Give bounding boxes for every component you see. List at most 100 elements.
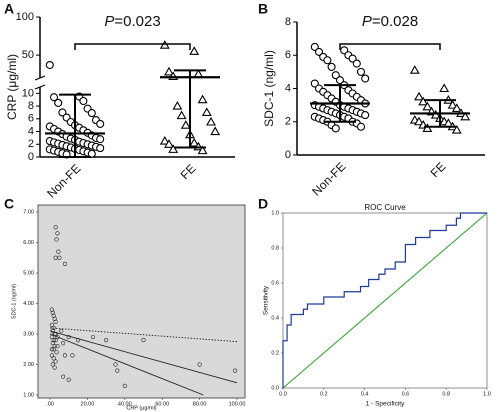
data-point — [90, 334, 96, 340]
data-point — [439, 83, 450, 93]
y-tick-label: 4.00 — [23, 301, 34, 307]
x-tick-label: FE — [428, 159, 449, 180]
x-tick-label: 0.8 — [442, 391, 450, 397]
significance-bracket — [74, 43, 191, 50]
data-point — [189, 46, 200, 55]
data-point — [50, 341, 55, 346]
y-tick-label: 2.00 — [23, 362, 34, 368]
y-tick-label: 8 — [28, 100, 34, 112]
y-tick-label: 8 — [285, 16, 291, 28]
x-tick-label: 60.00 — [155, 401, 169, 407]
data-point — [356, 67, 366, 76]
data-point — [56, 249, 61, 254]
x-tick-label: 0.0 — [279, 391, 287, 397]
data-point — [356, 122, 366, 131]
data-point — [331, 71, 340, 80]
y-tick-label: 50 — [22, 49, 34, 61]
data-point — [57, 255, 62, 260]
data-point — [233, 368, 238, 373]
fit-line — [49, 333, 204, 396]
data-point — [361, 74, 370, 83]
data-point — [54, 98, 63, 107]
x-tick-label: .00 — [46, 401, 54, 407]
data-point — [50, 310, 55, 315]
data-point — [49, 353, 54, 358]
data-point — [168, 144, 179, 153]
data-point — [49, 307, 54, 312]
data-point — [87, 149, 96, 158]
data-point — [164, 66, 174, 76]
data-point — [103, 338, 109, 343]
data-point — [422, 123, 433, 132]
data-point — [197, 145, 208, 155]
panel-label: A — [4, 1, 14, 17]
y-tick-label: 4 — [285, 82, 291, 94]
data-point — [96, 144, 105, 153]
data-point — [430, 109, 441, 119]
data-point — [210, 126, 221, 136]
data-point — [314, 47, 324, 56]
y-axis-label: Sensitivity — [263, 285, 270, 315]
data-point — [180, 120, 191, 129]
x-tick-label: 40.00 — [118, 401, 132, 407]
data-point — [189, 137, 200, 147]
data-point — [113, 362, 118, 367]
data-point — [331, 124, 340, 133]
data-point — [418, 96, 429, 106]
data-point — [348, 54, 357, 63]
data-point — [45, 60, 54, 70]
data-point — [361, 111, 370, 120]
data-point — [323, 56, 332, 65]
data-point — [96, 119, 105, 128]
data-point — [53, 319, 58, 324]
data-point — [49, 334, 54, 340]
data-point — [87, 109, 96, 118]
data-point — [172, 100, 183, 110]
x-tick-label: 0.4 — [361, 391, 369, 397]
chart-title: ROC Curve — [364, 203, 406, 212]
y-axis-label: SDC-1 (ng/ml) — [11, 284, 17, 319]
data-point — [53, 225, 58, 230]
p-value: P=0.028 — [362, 13, 418, 30]
data-point — [340, 46, 349, 55]
x-axis-label: CRP (μg/ml) — [126, 405, 156, 411]
data-point — [79, 96, 88, 106]
y-tick-label: 6 — [285, 49, 291, 61]
p-value: P=0.023 — [104, 13, 160, 30]
data-point — [55, 334, 60, 340]
y-tick-label: 5.00 — [23, 270, 34, 276]
data-point — [50, 362, 55, 367]
y-tick-label: 1.0 — [271, 210, 279, 216]
data-point — [352, 59, 361, 68]
panel-label: C — [4, 196, 14, 212]
x-tick-label: 80.00 — [193, 401, 207, 407]
data-point — [60, 341, 66, 346]
y-tick-label: 6 — [28, 113, 34, 125]
y-tick-label: 4 — [28, 125, 34, 137]
data-point — [327, 62, 336, 71]
data-point — [51, 338, 56, 343]
x-axis-label: 1 - Specificity — [366, 401, 405, 408]
data-point — [201, 107, 212, 117]
x-tick-label: 1.0 — [483, 391, 491, 397]
y-tick-label: 1.00 — [23, 392, 34, 398]
y-tick-label: 100 — [16, 11, 34, 23]
y-tick-label: 0.6 — [271, 280, 279, 286]
data-point — [55, 344, 60, 349]
axis-break — [34, 84, 46, 90]
data-point — [447, 100, 458, 109]
data-point — [310, 42, 319, 51]
panel-label: B — [258, 1, 268, 17]
data-point — [51, 325, 56, 331]
data-point — [414, 116, 424, 126]
data-point — [52, 344, 57, 349]
data-point — [55, 231, 60, 236]
data-point — [122, 383, 127, 388]
data-point — [206, 116, 216, 126]
y-axis-label: SDC-1 (ng/ml) — [262, 50, 276, 127]
data-point — [422, 101, 433, 111]
y-tick-label: 0.4 — [271, 315, 279, 321]
x-tick-label: 0.2 — [320, 391, 328, 397]
y-tick-label: 10 — [22, 87, 34, 99]
